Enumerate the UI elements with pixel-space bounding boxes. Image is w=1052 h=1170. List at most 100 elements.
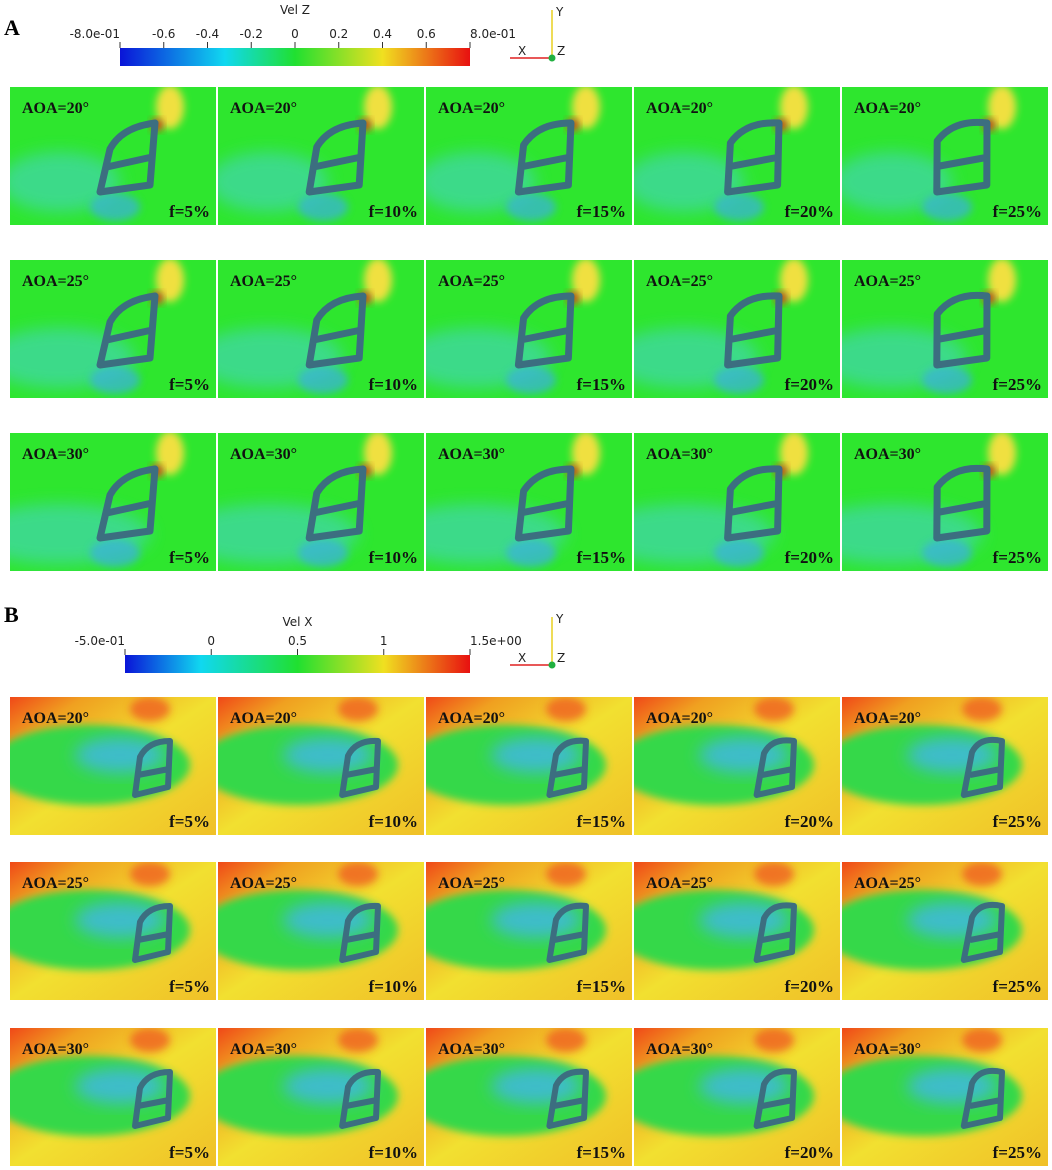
aoa-label: AOA=20°	[646, 100, 713, 117]
simulation-tile: AOA=30° f=10%	[218, 433, 424, 571]
field-low	[714, 193, 764, 221]
wing-frame	[339, 737, 381, 798]
aoa-label: AOA=20°	[646, 710, 713, 727]
tile-field	[10, 1028, 216, 1166]
simulation-tile: AOA=30° f=10%	[218, 1028, 424, 1166]
wing-frame	[933, 464, 991, 542]
f-label: f=20%	[785, 977, 834, 996]
tile-field	[842, 1028, 1048, 1166]
colorbar-tick-label: 0.5	[288, 634, 307, 648]
f-label: f=15%	[577, 812, 626, 831]
f-label: f=15%	[577, 548, 626, 567]
aoa-label: AOA=30°	[230, 1041, 297, 1058]
colorbar-tick-label: -5.0e-01	[75, 634, 125, 648]
field-high	[780, 260, 808, 302]
aoa-label: AOA=25°	[22, 875, 89, 892]
wing-frame	[339, 1068, 381, 1129]
tile-field	[10, 260, 216, 398]
simulation-tile: AOA=25° f=10%	[218, 260, 424, 398]
tile-field	[426, 260, 632, 398]
simulation-tile: AOA=25° f=5%	[10, 862, 216, 1000]
aoa-label: AOA=20°	[854, 710, 921, 727]
field-low	[506, 193, 556, 221]
simulation-tile: AOA=20° f=5%	[10, 697, 216, 835]
f-label: f=15%	[577, 1143, 626, 1162]
aoa-label: AOA=20°	[854, 100, 921, 117]
f-label: f=10%	[369, 812, 418, 831]
field-low	[90, 539, 140, 567]
field-high	[130, 697, 170, 721]
panel-label: A	[4, 15, 20, 40]
field-low	[90, 193, 140, 221]
f-label: f=5%	[169, 548, 210, 567]
field-low	[218, 152, 328, 212]
tile-field	[218, 433, 424, 571]
wing-frame	[546, 902, 589, 963]
f-label: f=25%	[993, 977, 1042, 996]
tile-field	[218, 697, 424, 835]
field-low	[75, 902, 165, 938]
tile-field	[842, 697, 1048, 835]
field-low	[283, 737, 373, 773]
simulation-tile: AOA=30° f=15%	[426, 1028, 632, 1166]
wing-frame	[96, 292, 159, 369]
tile-field	[634, 433, 840, 571]
simulation-tile: AOA=25° f=25%	[842, 862, 1048, 1000]
axis-y-label: Y	[555, 612, 564, 626]
field-high	[156, 87, 184, 129]
colorbar-tick-label: 0	[291, 27, 299, 41]
simulation-tile: AOA=20° f=20%	[634, 697, 840, 835]
field-high	[338, 1028, 378, 1052]
field-high	[572, 433, 600, 475]
field-low	[922, 193, 972, 221]
tile-field	[426, 862, 632, 1000]
aoa-label: AOA=20°	[22, 100, 89, 117]
colorbar-title: Vel X	[282, 615, 312, 629]
simulation-tile: AOA=20° f=20%	[634, 87, 840, 225]
field-high	[338, 697, 378, 721]
wing-frame	[546, 737, 589, 798]
tile-field	[842, 260, 1048, 398]
aoa-label: AOA=30°	[438, 1041, 505, 1058]
simulation-tile: AOA=20° f=5%	[10, 87, 216, 225]
tile-field	[842, 862, 1048, 1000]
axis-z-label: Z	[557, 651, 565, 665]
aoa-label: AOA=30°	[22, 1041, 89, 1058]
f-label: f=25%	[993, 548, 1042, 567]
colorbar-tick-label: 1	[380, 634, 388, 648]
field-high	[572, 87, 600, 129]
wing-frame	[753, 1068, 797, 1129]
field-low	[75, 737, 165, 773]
f-label: f=20%	[785, 202, 834, 221]
wing-frame	[514, 119, 575, 196]
colorbar-tick-label: -8.0e-01	[70, 27, 120, 41]
simulation-tile: AOA=25° f=25%	[842, 260, 1048, 398]
f-label: f=20%	[785, 548, 834, 567]
colorbar-tick-label: -0.6	[152, 27, 175, 41]
aoa-label: AOA=30°	[646, 1041, 713, 1058]
field-high	[156, 433, 184, 475]
colorbar-tick-label: 0.2	[329, 27, 348, 41]
field-low	[922, 366, 972, 394]
field-high	[780, 87, 808, 129]
field-high	[546, 1028, 586, 1052]
wing-frame	[132, 1069, 173, 1129]
axis-y-label: Y	[555, 5, 564, 19]
colorbar	[120, 48, 470, 66]
field-high	[364, 87, 392, 129]
simulation-tile: AOA=25° f=15%	[426, 260, 632, 398]
tile-field	[634, 862, 840, 1000]
wing-frame	[339, 902, 381, 963]
field-high	[156, 260, 184, 302]
tile-field	[634, 697, 840, 835]
simulation-tile: AOA=30° f=25%	[842, 1028, 1048, 1166]
field-low	[922, 539, 972, 567]
axis-x-label: X	[518, 651, 526, 665]
field-low	[506, 539, 556, 567]
wing-frame	[933, 118, 991, 196]
simulation-tile: AOA=25° f=5%	[10, 260, 216, 398]
axis-z-label: Z	[557, 44, 565, 58]
f-label: f=20%	[785, 1143, 834, 1162]
f-label: f=10%	[369, 977, 418, 996]
wing-frame	[305, 465, 367, 542]
